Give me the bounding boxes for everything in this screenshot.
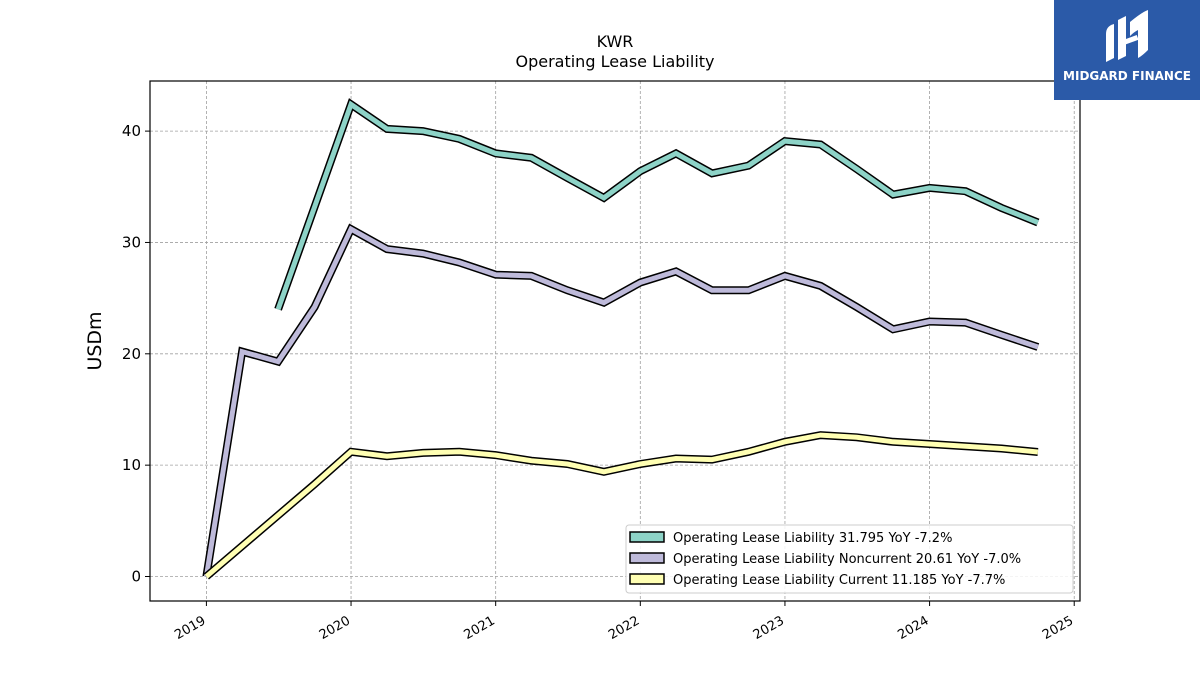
y-tick-label: 0 bbox=[131, 568, 141, 586]
series-outline-1 bbox=[202, 223, 1040, 578]
legend-label-1: Operating Lease Liability Noncurrent 20.… bbox=[673, 552, 1021, 567]
x-tick-label: 2023 bbox=[751, 613, 787, 643]
x-tick-label: 2019 bbox=[172, 613, 208, 643]
y-tick-label: 30 bbox=[122, 233, 141, 251]
logo-mark-icon bbox=[1106, 10, 1148, 62]
y-axis: 0 10 20 30 40 bbox=[122, 122, 150, 586]
legend-box bbox=[625, 524, 1074, 594]
y-tick-label: 10 bbox=[122, 456, 141, 474]
x-tick-label: 2021 bbox=[462, 613, 498, 643]
series-line-2 bbox=[204, 432, 1039, 579]
series-line-1 bbox=[203, 225, 1039, 577]
x-tick-label: 2024 bbox=[895, 613, 931, 643]
x-tick-label: 2025 bbox=[1040, 613, 1076, 643]
series-line-0 bbox=[275, 100, 1039, 311]
x-tick-label: 2022 bbox=[606, 613, 642, 643]
series-lines bbox=[202, 98, 1040, 580]
chart-subtitle: Operating Lease Liability bbox=[515, 52, 714, 71]
x-axis: 2019 2020 2021 2022 2023 2024 2025 bbox=[172, 601, 1076, 643]
legend: Operating Lease Liability 31.795 YoY -7.… bbox=[625, 524, 1074, 594]
plot-frame bbox=[149, 80, 1081, 602]
y-tick-label: 20 bbox=[122, 345, 141, 363]
x-tick-label: 2020 bbox=[317, 613, 353, 643]
legend-swatch-1 bbox=[629, 552, 665, 564]
logo-text: MIDGARD FINANCE bbox=[1063, 69, 1191, 83]
y-tick-label: 40 bbox=[122, 122, 141, 140]
legend-swatch-0 bbox=[629, 531, 665, 543]
legend-label-2: Operating Lease Liability Current 11.185… bbox=[673, 573, 1005, 588]
y-axis-label: USDm bbox=[84, 311, 106, 370]
logo: MIDGARD FINANCE bbox=[1054, 0, 1200, 100]
legend-swatch-2 bbox=[629, 573, 665, 585]
chart-title: KWR bbox=[597, 32, 634, 51]
legend-label-0: Operating Lease Liability 31.795 YoY -7.… bbox=[673, 531, 952, 546]
